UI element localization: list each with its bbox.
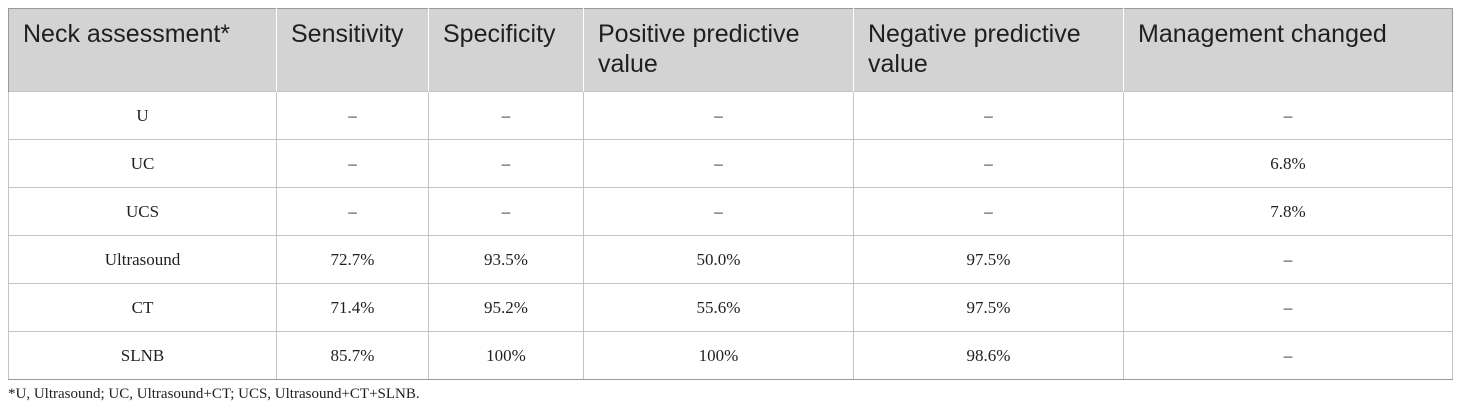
neck-assessment-table: Neck assessment* Sensitivity Specificity… (8, 8, 1453, 380)
table-cell: – (583, 91, 854, 140)
table-cell: – (853, 139, 1124, 188)
table-cell: 72.7% (276, 235, 429, 284)
table-cell: 100% (583, 331, 854, 380)
table-cell: U (8, 91, 277, 140)
table-row: Ultrasound 72.7% 93.5% 50.0% 97.5% – (8, 235, 1453, 284)
table-cell: UC (8, 139, 277, 188)
table-cell: – (1123, 91, 1453, 140)
table-cell: 95.2% (428, 283, 584, 332)
table-row: SLNB 85.7% 100% 100% 98.6% – (8, 331, 1453, 380)
header-row: Neck assessment* Sensitivity Specificity… (8, 8, 1453, 92)
table-cell: 7.8% (1123, 187, 1453, 236)
table-cell: – (1123, 235, 1453, 284)
table-cell: UCS (8, 187, 277, 236)
table-cell: – (428, 139, 584, 188)
table-cell: CT (8, 283, 277, 332)
table-cell: – (428, 187, 584, 236)
table-cell: – (1123, 331, 1453, 380)
header-neck-assessment: Neck assessment* (8, 8, 277, 92)
table-cell: – (276, 91, 429, 140)
table-cell: 93.5% (428, 235, 584, 284)
table-cell: 50.0% (583, 235, 854, 284)
table-cell: SLNB (8, 331, 277, 380)
table-cell: – (583, 187, 854, 236)
table-cell: 6.8% (1123, 139, 1453, 188)
table-cell: 71.4% (276, 283, 429, 332)
table-cell: – (583, 139, 854, 188)
table-cell: 98.6% (853, 331, 1124, 380)
table-row: UC – – – – 6.8% (8, 139, 1453, 188)
header-management-changed: Management changed (1123, 8, 1453, 92)
table-row: UCS – – – – 7.8% (8, 187, 1453, 236)
table-cell: – (428, 91, 584, 140)
table-cell: – (853, 187, 1124, 236)
table-cell: 100% (428, 331, 584, 380)
table-cell: 97.5% (853, 235, 1124, 284)
table-cell: 85.7% (276, 331, 429, 380)
header-specificity: Specificity (428, 8, 584, 92)
table-cell: 97.5% (853, 283, 1124, 332)
table-cell: – (1123, 283, 1453, 332)
header-positive-predictive-value: Positive predictive value (583, 8, 854, 92)
table-row: U – – – – – (8, 91, 1453, 140)
table-row: CT 71.4% 95.2% 55.6% 97.5% – (8, 283, 1453, 332)
table-cell: Ultrasound (8, 235, 277, 284)
table-cell: 55.6% (583, 283, 854, 332)
table-container: Neck assessment* Sensitivity Specificity… (8, 8, 1453, 380)
header-sensitivity: Sensitivity (276, 8, 429, 92)
table-cell: – (853, 91, 1124, 140)
table-cell: – (276, 139, 429, 188)
table-cell: – (276, 187, 429, 236)
table-footnote: *U, Ultrasound; UC, Ultrasound+CT; UCS, … (8, 386, 420, 402)
header-negative-predictive-value: Negative predictive value (853, 8, 1124, 92)
